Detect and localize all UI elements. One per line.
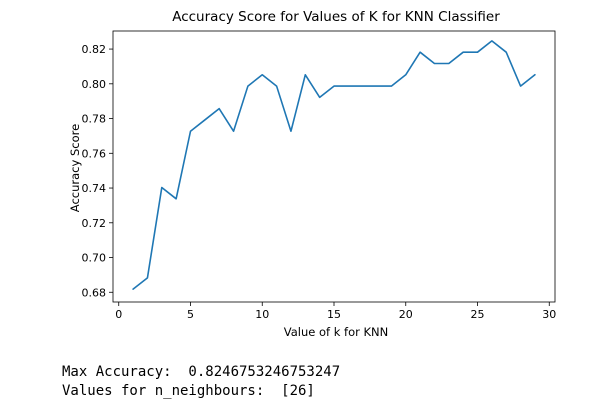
x-tick-label: 25 [471,308,485,321]
best-k-output: Values for n_neighbours: [26] [62,383,315,399]
x-tick-label: 0 [115,308,122,321]
y-tick-label: 0.76 [82,147,107,160]
axes-frame [112,30,556,303]
y-tick-label: 0.78 [82,113,107,126]
y-axis-label: Accuracy Score [68,124,82,212]
max-accuracy-output: Max Accuracy: 0.8246753246753247 [62,364,341,380]
line-chart: Accuracy Score for Values of K for KNN C… [68,9,556,339]
x-tick-label: 5 [187,308,194,321]
y-tick-label: 0.68 [82,286,107,299]
y-tick-label: 0.70 [82,252,107,265]
x-axis-label: Value of k for KNN [284,325,389,339]
accuracy-series-line [132,40,536,290]
y-tick-label: 0.74 [82,182,107,195]
plot-area: 0 5 10 15 20 25 30 0.68 0.70 0.72 0.74 0.76 0.78 0.80… [82,30,556,321]
y-tick-label: 0.82 [82,43,107,56]
x-tick-label: 10 [255,308,269,321]
y-tick-label: 0.80 [82,78,107,91]
x-tick-label: 20 [399,308,413,321]
y-tick-label: 0.72 [82,217,107,230]
x-tick-label: 15 [327,308,341,321]
x-tick-label: 30 [542,308,556,321]
chart-title: Accuracy Score for Values of K for KNN C… [172,9,500,25]
